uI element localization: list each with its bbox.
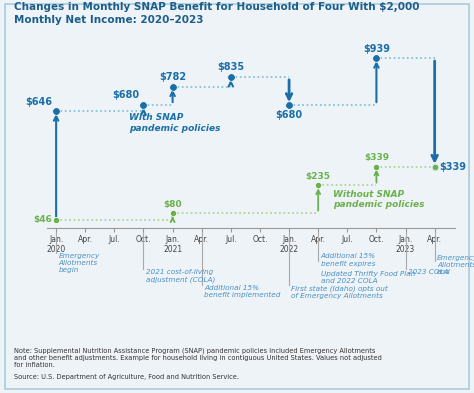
- Text: Emergency
Allotments
begin: Emergency Allotments begin: [58, 253, 100, 274]
- Text: Emergency
Allotments
end: Emergency Allotments end: [437, 255, 474, 275]
- Text: Monthly Net Income: 2020–2023: Monthly Net Income: 2020–2023: [14, 15, 204, 25]
- Text: $782: $782: [159, 72, 186, 82]
- Text: Updated Thrifty Food Plan
and 2022 COLA: Updated Thrifty Food Plan and 2022 COLA: [320, 271, 415, 284]
- Text: 2023 COLA: 2023 COLA: [408, 269, 448, 275]
- Text: $339: $339: [364, 153, 389, 162]
- Text: $680: $680: [112, 90, 139, 101]
- Text: $646: $646: [25, 97, 52, 107]
- Text: $46: $46: [33, 215, 52, 224]
- Text: $939: $939: [363, 44, 390, 54]
- Text: Changes in Monthly SNAP Benefit for Household of Four With $2,000: Changes in Monthly SNAP Benefit for Hous…: [14, 2, 419, 12]
- Text: Additional 15%
benefit implemented: Additional 15% benefit implemented: [204, 285, 281, 298]
- Text: Source: U.S. Department of Agriculture, Food and Nutrition Service.: Source: U.S. Department of Agriculture, …: [14, 374, 239, 380]
- Text: With SNAP
pandemic policies: With SNAP pandemic policies: [129, 114, 220, 133]
- Text: $680: $680: [275, 110, 302, 119]
- Text: First state (Idaho) opts out
of Emergency Allotments: First state (Idaho) opts out of Emergenc…: [292, 285, 388, 299]
- Text: $339: $339: [439, 162, 466, 172]
- Text: Additional 15%
benefit expires: Additional 15% benefit expires: [320, 253, 375, 266]
- Text: Without SNAP
pandemic policies: Without SNAP pandemic policies: [333, 190, 424, 209]
- Text: 2021 cost-of-living
adjustment (COLA): 2021 cost-of-living adjustment (COLA): [146, 269, 215, 283]
- Text: $835: $835: [217, 62, 245, 72]
- Text: Note: Supplemental Nutrition Assistance Program (SNAP) pandemic policies include: Note: Supplemental Nutrition Assistance …: [14, 348, 382, 368]
- Text: $80: $80: [163, 200, 182, 209]
- Text: $235: $235: [306, 172, 331, 181]
